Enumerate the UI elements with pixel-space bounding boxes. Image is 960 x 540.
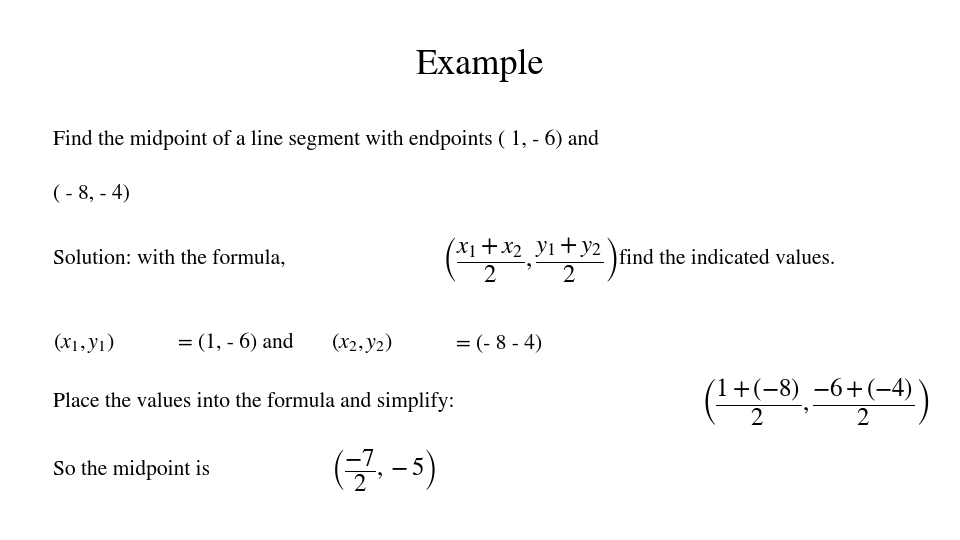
Text: $\left(\dfrac{1+\left(-8\right)}{2},\dfrac{-6+\left(-4\right)}{2}\right)$: $\left(\dfrac{1+\left(-8\right)}{2},\dfr… (701, 376, 929, 428)
Text: ( - 8, - 4): ( - 8, - 4) (53, 184, 130, 204)
Text: So the midpoint is: So the midpoint is (53, 460, 210, 480)
Text: Solution: with the formula,: Solution: with the formula, (53, 249, 285, 269)
Text: = (1, - 6) and: = (1, - 6) and (178, 333, 293, 353)
Text: $\left(\dfrac{x_1+x_2}{2},\dfrac{y_1+y_2}{2}\right)$: $\left(\dfrac{x_1+x_2}{2},\dfrac{y_1+y_2… (442, 235, 617, 284)
Text: find the indicated values.: find the indicated values. (619, 249, 835, 269)
Text: Find the midpoint of a line segment with endpoints ( 1, - 6) and: Find the midpoint of a line segment with… (53, 130, 599, 150)
Text: $\left(x_2,y_2\right)$: $\left(x_2,y_2\right)$ (331, 331, 393, 355)
Text: Place the values into the formula and simplify:: Place the values into the formula and si… (53, 392, 454, 413)
Text: $\left(x_1,y_1\right)$: $\left(x_1,y_1\right)$ (53, 331, 114, 355)
Text: = (- 8 - 4): = (- 8 - 4) (456, 333, 542, 353)
Text: $\left(\dfrac{-7}{2},-5\right)$: $\left(\dfrac{-7}{2},-5\right)$ (331, 447, 437, 493)
Text: Example: Example (416, 49, 544, 82)
